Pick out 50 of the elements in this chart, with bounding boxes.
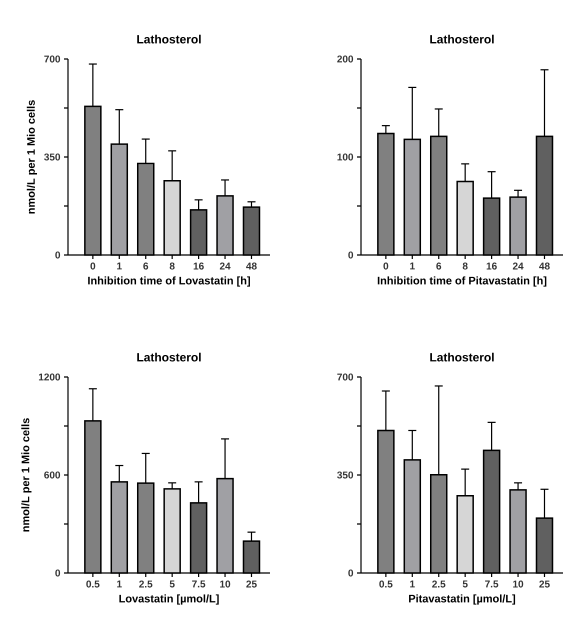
y-tick-label: 0 (55, 569, 60, 577)
y-tick-label: 700 (337, 373, 354, 381)
x-tick-label: 16 (194, 262, 204, 270)
y-axis-title: nmol/L per 1 Mio cells (21, 418, 32, 532)
chart-title: Lathosterol (430, 34, 494, 44)
x-tick-label: 1 (117, 580, 122, 588)
y-tick-label: 700 (44, 55, 60, 63)
x-tick-label: 25 (246, 580, 257, 588)
x-tick-label: 1 (410, 580, 415, 588)
x-tick-label: 6 (436, 262, 442, 270)
x-tick-label: 10 (513, 580, 524, 588)
x-tick-label: 25 (539, 580, 550, 588)
x-axis-title: Lovastatin [µmol/L] (119, 594, 219, 605)
y-axis-title: nmol/L per 1 Mio cells (26, 100, 38, 214)
x-tick-label: 10 (220, 580, 230, 588)
y-tick-label: 0 (348, 251, 354, 259)
y-tick-label: 350 (44, 153, 60, 161)
x-axis-title: Pitavastatin [µmol/L] (409, 594, 516, 605)
y-tick-label: 200 (337, 55, 354, 63)
chart-title: Lathosterol (430, 352, 494, 362)
x-tick-label: 48 (539, 262, 550, 270)
x-tick-label: 7.5 (192, 580, 206, 588)
x-tick-label: 5 (170, 580, 175, 588)
x-tick-label: 5 (462, 580, 468, 588)
x-tick-label: 2.5 (432, 580, 446, 588)
y-tick-label: 100 (337, 153, 354, 161)
x-tick-label: 8 (170, 262, 175, 270)
x-tick-label: 7.5 (485, 580, 498, 588)
x-tick-label: 24 (512, 262, 524, 270)
x-tick-label: 0.5 (86, 580, 100, 588)
y-tick-label: 600 (44, 471, 60, 479)
x-tick-label: 16 (486, 262, 497, 270)
chart-title: Lathosterol (137, 34, 201, 44)
y-tick-label: 350 (337, 471, 354, 479)
x-tick-label: 1 (117, 262, 122, 270)
x-tick-label: 2.5 (139, 580, 152, 588)
y-tick-label: 1200 (38, 373, 60, 381)
x-tick-label: 0 (90, 262, 96, 270)
x-tick-label: 1 (410, 262, 415, 270)
x-axis-title: Inhibition time of Pitavastatin [h] (378, 276, 546, 287)
chart-title: Lathosterol (137, 352, 201, 362)
x-axis-title: Inhibition time of Lovastatin [h] (88, 276, 250, 287)
y-tick-label: 0 (348, 569, 354, 577)
x-tick-label: 24 (220, 262, 231, 270)
x-tick-label: 8 (462, 262, 468, 270)
x-tick-label: 0.5 (379, 580, 393, 588)
x-tick-label: 0 (383, 262, 388, 270)
x-tick-label: 6 (143, 262, 148, 270)
y-tick-label: 0 (55, 251, 60, 259)
x-tick-label: 48 (246, 262, 257, 270)
